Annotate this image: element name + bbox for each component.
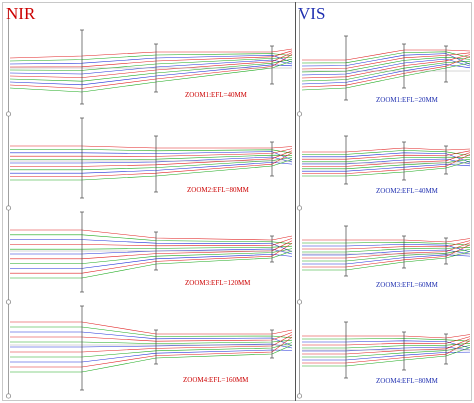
vis-zoom1-diagram-ray xyxy=(301,58,471,76)
nir-zoom3-diagram-ray xyxy=(10,234,293,245)
nir-zoom2-diagram xyxy=(10,117,293,199)
nir-zoom4-diagram-ray xyxy=(10,326,293,339)
nir-zoom3-diagram-ray xyxy=(10,245,293,250)
nir-zoom3-label: ZOOM3:EFL=120MM xyxy=(185,279,251,287)
nir-zoom1-diagram-ray xyxy=(9,48,293,59)
vis-zoom2-diagram-ray xyxy=(302,150,471,156)
nir-zoom4-diagram-ray xyxy=(10,343,293,349)
vis-zoom2-diagram xyxy=(302,135,471,185)
nir-zoom1-diagram-ray xyxy=(9,57,293,71)
vis-axis-marker-2 xyxy=(296,205,303,211)
vis-zoom2-label: ZOOM2:EFL=40MM xyxy=(376,187,438,195)
nir-zoom1-diagram-ray xyxy=(9,53,293,62)
vis-zoom4-diagram xyxy=(302,321,471,379)
vis-axis-marker-4 xyxy=(296,393,303,399)
vis-zoom2-diagram-ray xyxy=(302,164,471,172)
vis-zoom3-diagram-ray xyxy=(302,249,471,256)
nir-panel-title: NIR xyxy=(6,4,36,23)
vis-zoom3-diagram-ray xyxy=(302,247,471,253)
vis-zoom3-diagram-ray xyxy=(302,238,471,243)
nir-zoom4-diagram-ray xyxy=(10,344,293,373)
vis-zoom4-diagram-ray xyxy=(302,334,471,339)
vis-zoom3-diagram-ray xyxy=(302,254,471,265)
nir-zoom2-diagram-ray xyxy=(10,154,293,160)
vis-zoom1-diagram xyxy=(301,35,471,101)
vis-zoom3-diagram xyxy=(302,225,471,277)
nir-zoom2-diagram-ray xyxy=(10,145,293,149)
vis-zoom4-diagram-ray xyxy=(302,338,471,342)
vis-zoom1-label: ZOOM1:EFL=20MM xyxy=(376,96,438,104)
vis-zoom4-label: ZOOM4:EFL=80MM xyxy=(376,377,438,385)
nir-axis-marker-3 xyxy=(5,299,12,305)
nir-axis-marker-2 xyxy=(5,205,12,211)
vis-axis-marker-1 xyxy=(296,111,303,117)
vis-axis-marker-3 xyxy=(296,299,303,305)
nir-zoom1-diagram xyxy=(9,29,293,105)
nir-zoom2-label: ZOOM2:EFL=80MM xyxy=(187,186,249,194)
nir-axis-marker-1 xyxy=(5,111,12,117)
vis-zoom4-diagram-ray xyxy=(302,340,471,364)
nir-zoom1-label: ZOOM1:EFL=40MM xyxy=(185,91,247,99)
nir-zoom4-diagram xyxy=(10,305,293,391)
nir-zoom3-diagram xyxy=(10,211,293,293)
nir-zoom4-label: ZOOM4:EFL=160MM xyxy=(183,376,249,384)
vis-panel-title: VIS xyxy=(298,4,326,23)
nir-zoom4-diagram-ray xyxy=(10,332,293,342)
nir-axis-marker-4 xyxy=(5,393,12,399)
vis-zoom3-label: ZOOM3:EFL=60MM xyxy=(376,281,438,289)
